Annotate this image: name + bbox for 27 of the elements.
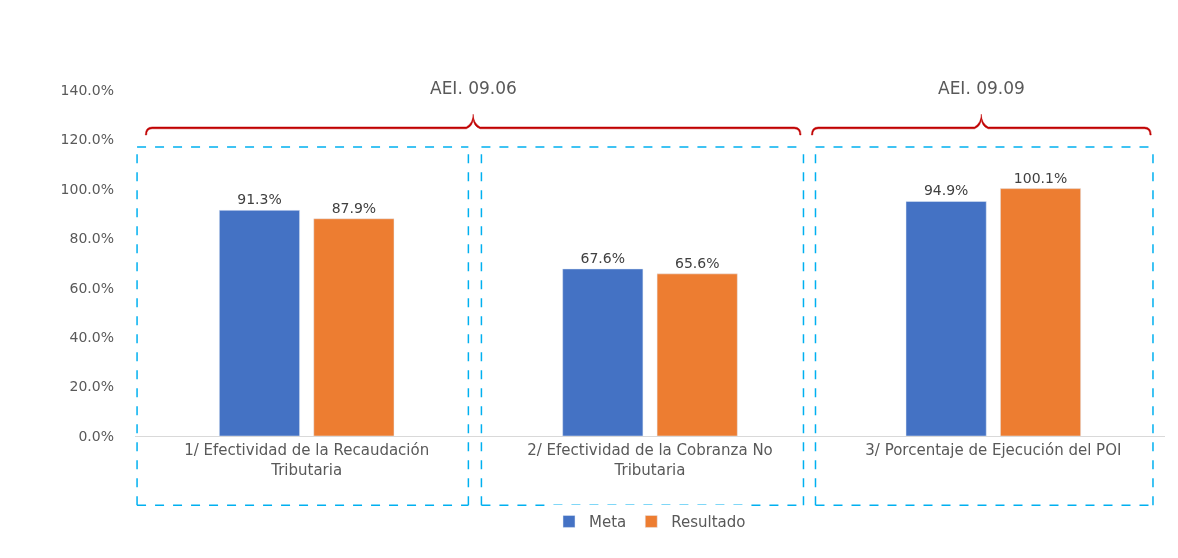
- data-label: 87.9%: [331, 199, 377, 216]
- legend-label: Meta: [589, 513, 627, 532]
- data-label: 94.9%: [923, 182, 969, 199]
- y-tick-label: 140.0%: [60, 81, 114, 98]
- y-tick-label: 80.0%: [69, 230, 114, 247]
- data-label: 100.1%: [1013, 169, 1068, 186]
- data-label: 67.6%: [580, 249, 626, 266]
- data-label: 91.3%: [237, 191, 282, 208]
- legend-label: Resultado: [671, 513, 746, 532]
- y-tick-label: 120.0%: [60, 131, 114, 148]
- x-tick-label: 2/ Efectividad de la Cobranza No Tributaria: [527, 441, 773, 479]
- data-label: 65.6%: [674, 254, 720, 271]
- bar: [1000, 188, 1081, 436]
- annotation: AEI. 09.09: [938, 78, 1025, 98]
- x-tick-label: 1/ Efectividad de la Recaudación Tributaria: [184, 441, 430, 479]
- annotation: AEI. 09.06: [430, 78, 517, 98]
- y-tick-label: 20.0%: [69, 378, 114, 395]
- y-tick-label: 100.0%: [60, 180, 114, 197]
- x-tick-label: 3/ Porcentaje de Ejecución del POI: [865, 441, 1122, 459]
- bar: [313, 218, 395, 436]
- y-tick-label: 0.0%: [78, 427, 114, 444]
- bar: [656, 273, 738, 436]
- bar: [219, 210, 300, 436]
- y-tick-label: 40.0%: [69, 329, 114, 346]
- bar: [562, 268, 644, 436]
- bar: [905, 201, 987, 436]
- y-tick-label: 60.0%: [69, 279, 114, 296]
